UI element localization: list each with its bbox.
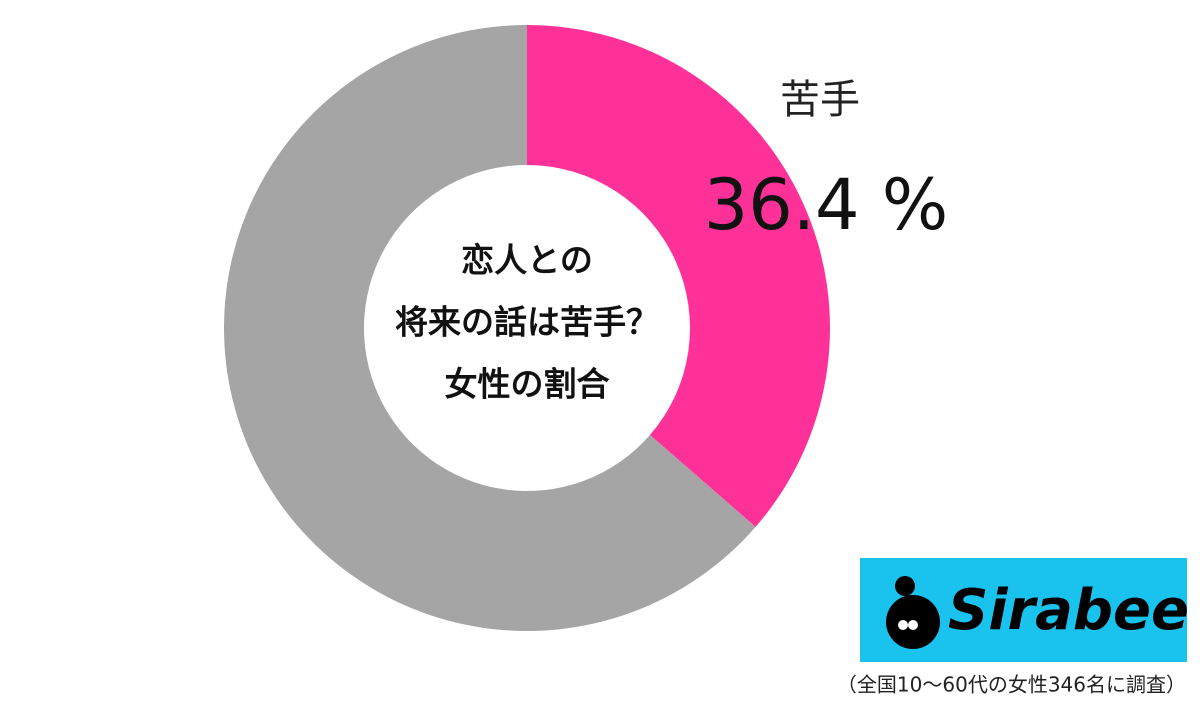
logo-text: Sirabee	[948, 578, 1189, 643]
logo-icon	[895, 576, 915, 596]
donut	[224, 25, 831, 631]
center-title: 将来の話は苦手？	[395, 303, 659, 342]
logo-icon	[898, 620, 908, 630]
donut-slice	[527, 25, 831, 527]
value-label: 36.4 %	[704, 164, 949, 246]
donut-slice	[224, 25, 756, 631]
center-title: 恋人との	[461, 241, 593, 280]
category-label: 苦手	[780, 77, 860, 123]
center-title: 女性の割合	[445, 365, 610, 404]
logo: Sirabee	[860, 558, 1189, 662]
note: （全国10〜60代の女性346名に調査）	[837, 673, 1186, 697]
logo-icon	[908, 620, 918, 630]
